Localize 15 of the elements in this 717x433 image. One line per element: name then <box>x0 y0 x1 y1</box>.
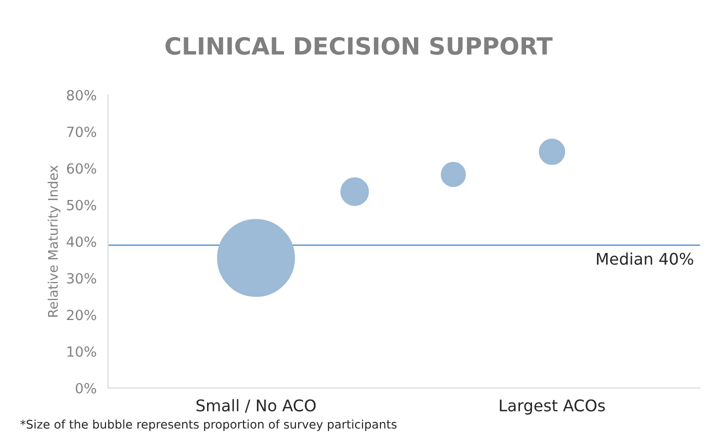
y-tick-label: 60% <box>66 163 96 174</box>
y-tick-label: 0% <box>76 382 96 394</box>
y-tick-label: 50% <box>67 200 96 210</box>
y-tick-label: 30% <box>67 273 96 284</box>
y-tick-label: 20% <box>67 310 96 320</box>
x-tick-label: Small / No ACO <box>196 399 316 413</box>
chart-title: CLINICAL DECISION SUPPORT <box>166 36 553 55</box>
ref-line-label: Median 40% <box>596 252 694 265</box>
y-axis-title: Relative Maturity Index <box>48 165 60 317</box>
x-tick-label: Largest ACOs <box>500 399 605 415</box>
text: *Size of the bubble represents proportion of survey participants <box>20 420 397 431</box>
y-tick-label: 70% <box>67 126 96 138</box>
y-tick-label: 80% <box>66 90 96 100</box>
y-tick-label: 40% <box>66 236 96 247</box>
y-tick-label: 10% <box>68 346 96 357</box>
